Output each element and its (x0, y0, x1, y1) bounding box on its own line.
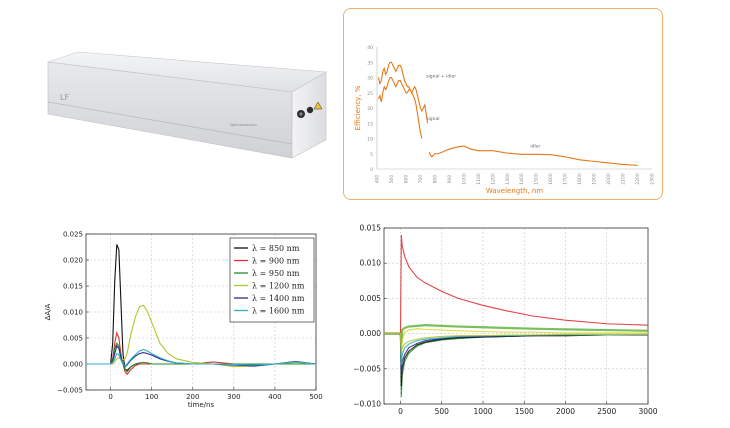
device-drawing: LF lightconversion (47, 51, 327, 159)
y-tick-label: 0.010 (63, 309, 83, 317)
plot-frame (383, 227, 649, 405)
x-tick-label: 1900 (592, 173, 598, 185)
x-tick-label: 2500 (597, 407, 616, 416)
x-tick-label: 0 (398, 407, 403, 416)
y-tick-label: 15 (367, 121, 373, 127)
x-tick-label: 1100 (476, 173, 482, 185)
transient-chart-right-svg: −0.010 −0.005 0.000 0.005 0.010 0.015 0 500 1000… (353, 224, 658, 417)
series-line-7 (384, 333, 648, 355)
series-line-5 (86, 348, 317, 367)
y-tick-label: 5 (370, 152, 373, 158)
x-tick-label: 1400 (519, 173, 525, 185)
efficiency-series-1 (377, 76, 429, 124)
x-tick-label: 900 (447, 175, 453, 184)
x-tick-label: 100 (145, 393, 158, 401)
device-label: LF (60, 93, 69, 102)
y-tick-label: 0.000 (63, 361, 83, 369)
y-tick-label: 25 (367, 91, 373, 97)
y-tick-label: 10 (367, 137, 373, 143)
x-tick-label: 500 (435, 407, 450, 416)
x-tick-label: 400 (375, 175, 381, 184)
y-axis-label: ΔA/A (44, 303, 52, 320)
x-tick-label: 200 (186, 393, 199, 401)
transient-chart-left: −0.005 0.000 0.005 0.010 0.015 0.020 0.025 0 100… (40, 222, 330, 418)
x-tick-label: 1000 (461, 173, 467, 185)
legend-entry: λ = 950 nm (252, 269, 300, 278)
y-tick-label: −0.010 (353, 400, 381, 409)
series-line-1 (86, 330, 317, 376)
x-tick-label: 1300 (505, 173, 511, 185)
device-brand: lightconversion (230, 123, 257, 127)
y-tick-label: −0.005 (57, 387, 83, 395)
secondary-port-icon (306, 106, 314, 114)
y-tick-label: 30 (367, 76, 373, 82)
x-tick-label: 2300 (650, 173, 656, 185)
efficiency-series-0 (377, 61, 423, 139)
x-axis-label: Wavelength, nm (486, 187, 543, 195)
legend-entry: λ = 900 nm (252, 257, 300, 266)
x-tick-label: 500 (309, 393, 322, 401)
x-tick-label: 1600 (548, 173, 554, 185)
legend-entry: λ = 1600 nm (252, 307, 305, 316)
x-axis-label: time/ns (188, 401, 215, 409)
y-tick-label: 0.020 (63, 257, 83, 265)
x-tick-label: 300 (227, 393, 240, 401)
x-tick-label: 600 (403, 175, 409, 184)
legend-entry: λ = 850 nm (252, 244, 300, 253)
curve-annotation: signal + idler (426, 74, 456, 80)
legend-entry: λ = 1200 nm (252, 282, 305, 291)
x-tick-label: 2200 (635, 173, 641, 185)
x-tick-label: 1000 (473, 407, 492, 416)
legend-box (229, 237, 315, 323)
x-tick-label: 1500 (534, 173, 540, 185)
efficiency-chart-svg: 0 5 10 15 20 25 30 35 40 400 500 600 700 800 900 1000 11… (354, 45, 656, 195)
curve-annotation: signal (426, 116, 439, 122)
legend-entry: λ = 1400 nm (252, 294, 305, 303)
y-tick-label: 0.000 (360, 329, 382, 338)
x-tick-label: 400 (268, 393, 281, 401)
y-tick-label: 20 (367, 106, 373, 112)
x-tick-label: 2100 (621, 173, 627, 185)
laser-warning-icon (313, 101, 323, 110)
x-tick-label: 500 (389, 175, 395, 184)
device-image: LF lightconversion (30, 40, 340, 170)
y-tick-label: 0 (370, 167, 373, 173)
y-tick-label: 35 (367, 60, 373, 66)
y-tick-label: 0.005 (63, 335, 83, 343)
y-tick-label: 0.015 (63, 283, 83, 291)
curve-annotation: idler (530, 144, 540, 150)
x-tick-label: 1700 (563, 173, 569, 185)
series-line-3 (86, 304, 317, 368)
series-line-0 (384, 234, 649, 334)
x-tick-label: 800 (432, 175, 438, 184)
y-tick-label: 0.025 (63, 231, 83, 239)
device-bottom-strip (47, 101, 293, 145)
y-axis-label: Efficiency, % (354, 85, 362, 130)
y-tick-label: 0.010 (360, 259, 382, 268)
transient-chart-left-svg: −0.005 0.000 0.005 0.010 0.015 0.020 0.025 0 100… (44, 231, 323, 410)
efficiency-series-2 (428, 145, 638, 166)
x-tick-label: 2000 (556, 407, 575, 416)
y-tick-label: 40 (367, 45, 373, 51)
y-tick-label: 0.015 (360, 224, 382, 233)
device-end (291, 71, 327, 159)
y-tick-label: −0.005 (353, 364, 381, 373)
x-tick-label: 3000 (638, 407, 657, 416)
x-tick-label: 0 (108, 393, 112, 401)
transient-chart-right: −0.010 −0.005 0.000 0.005 0.010 0.015 0 500 1000… (350, 222, 660, 418)
x-tick-label: 2000 (606, 173, 612, 185)
y-tick-label: 0.005 (360, 294, 382, 303)
x-tick-label: 1200 (490, 173, 496, 185)
efficiency-chart: 0 5 10 15 20 25 30 35 40 400 500 600 700 800 900 1000 11… (343, 8, 663, 200)
x-tick-label: 700 (418, 175, 424, 184)
x-tick-label: 1500 (515, 407, 534, 416)
x-tick-label: 1800 (577, 173, 583, 185)
